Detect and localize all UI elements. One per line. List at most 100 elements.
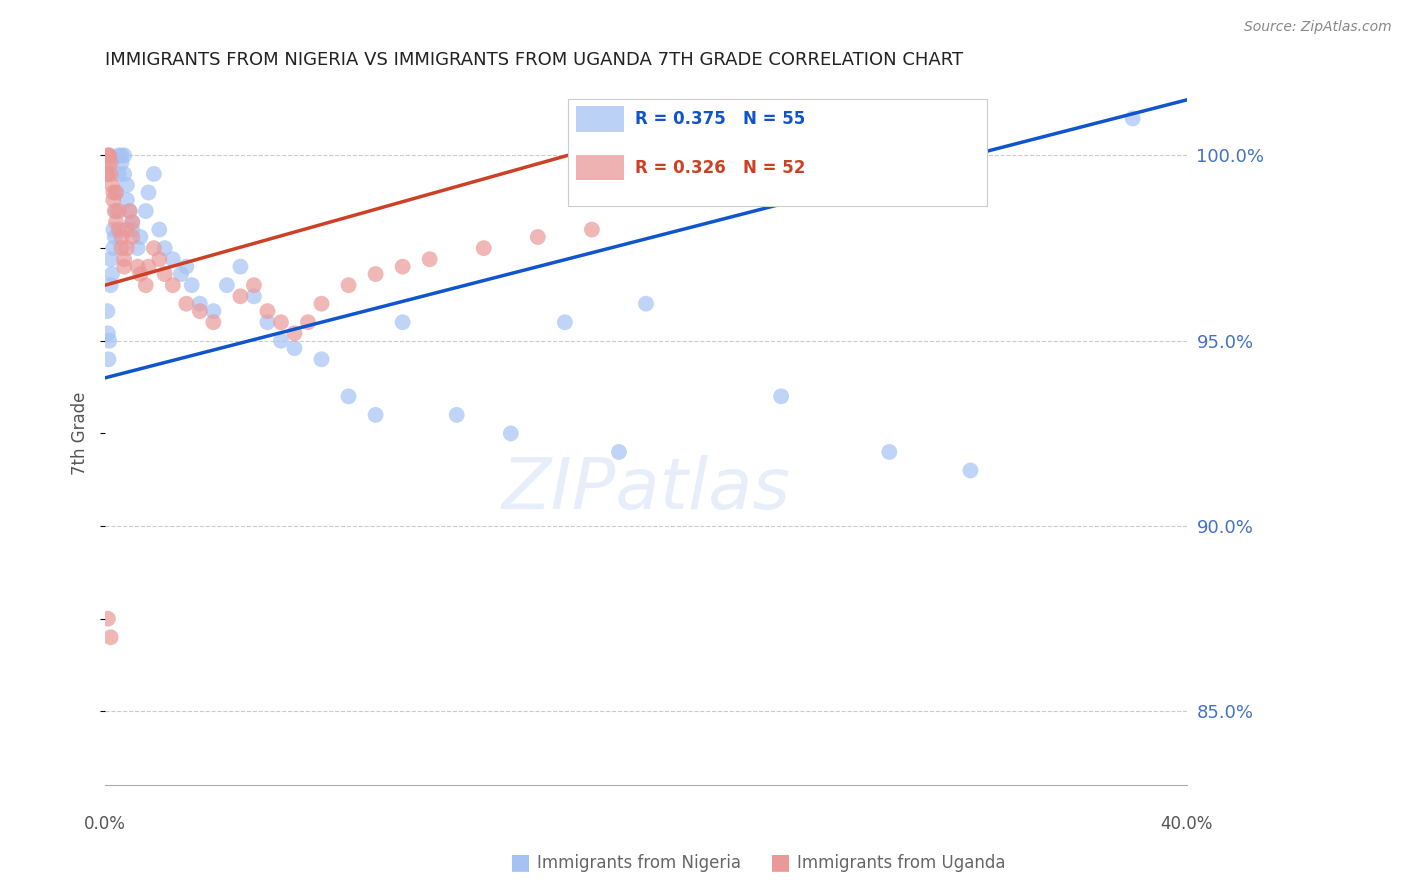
Immigrants from Nigeria: [188, 296, 211, 310]
Immigrants from Uganda: [153, 267, 176, 281]
Immigrants from Nigeria: [121, 215, 143, 229]
Immigrants from Uganda: [256, 304, 278, 318]
Immigrants from Nigeria: [100, 278, 122, 293]
Immigrants from Nigeria: [959, 463, 981, 477]
Immigrants from Nigeria: [1122, 112, 1144, 126]
Immigrants from Nigeria: [101, 267, 124, 281]
Immigrants from Uganda: [105, 186, 128, 200]
Immigrants from Nigeria: [112, 167, 135, 181]
Immigrants from Nigeria: [98, 334, 121, 348]
Immigrants from Nigeria: [112, 148, 135, 162]
Immigrants from Nigeria: [202, 304, 225, 318]
Immigrants from Uganda: [110, 230, 132, 244]
Text: Immigrants from Nigeria: Immigrants from Nigeria: [537, 855, 741, 872]
Immigrants from Uganda: [364, 267, 387, 281]
Immigrants from Nigeria: [115, 193, 138, 207]
Immigrants from Nigeria: [153, 241, 176, 255]
Immigrants from Uganda: [581, 222, 603, 236]
Immigrants from Nigeria: [176, 260, 198, 274]
Text: ■: ■: [770, 853, 790, 872]
Immigrants from Nigeria: [105, 204, 128, 219]
Text: Source: ZipAtlas.com: Source: ZipAtlas.com: [1244, 20, 1392, 34]
Immigrants from Nigeria: [554, 315, 576, 329]
Immigrants from Nigeria: [283, 341, 305, 355]
Immigrants from Uganda: [472, 241, 495, 255]
Text: Immigrants from Uganda: Immigrants from Uganda: [797, 855, 1005, 872]
Immigrants from Uganda: [100, 167, 122, 181]
Immigrants from Uganda: [162, 278, 184, 293]
Immigrants from Uganda: [103, 193, 125, 207]
Immigrants from Nigeria: [243, 289, 266, 303]
Immigrants from Uganda: [121, 215, 143, 229]
Immigrants from Nigeria: [97, 326, 120, 341]
Immigrants from Nigeria: [770, 389, 793, 403]
Immigrants from Uganda: [115, 222, 138, 236]
Immigrants from Nigeria: [391, 315, 413, 329]
Immigrants from Nigeria: [110, 148, 132, 162]
Immigrants from Nigeria: [170, 267, 193, 281]
Immigrants from Nigeria: [162, 252, 184, 267]
Immigrants from Nigeria: [107, 167, 129, 181]
Immigrants from Nigeria: [446, 408, 468, 422]
Immigrants from Uganda: [311, 296, 333, 310]
Immigrants from Nigeria: [215, 278, 238, 293]
Immigrants from Uganda: [97, 167, 120, 181]
Immigrants from Uganda: [270, 315, 292, 329]
Immigrants from Nigeria: [270, 334, 292, 348]
Immigrants from Uganda: [527, 230, 550, 244]
Text: 0.0%: 0.0%: [84, 815, 127, 833]
Y-axis label: 7th Grade: 7th Grade: [72, 392, 89, 475]
Text: R = 0.375   N = 55: R = 0.375 N = 55: [636, 111, 806, 128]
Immigrants from Nigeria: [121, 222, 143, 236]
FancyBboxPatch shape: [568, 99, 987, 206]
Immigrants from Uganda: [243, 278, 266, 293]
Immigrants from Uganda: [101, 178, 124, 193]
Immigrants from Uganda: [96, 156, 118, 170]
Immigrants from Nigeria: [499, 426, 522, 441]
Immigrants from Nigeria: [100, 252, 122, 267]
Immigrants from Nigeria: [256, 315, 278, 329]
Immigrants from Uganda: [97, 612, 120, 626]
Text: R = 0.326   N = 52: R = 0.326 N = 52: [636, 159, 806, 177]
Immigrants from Uganda: [112, 252, 135, 267]
Immigrants from Uganda: [112, 260, 135, 274]
Immigrants from Nigeria: [634, 296, 657, 310]
Immigrants from Nigeria: [96, 304, 118, 318]
Immigrants from Nigeria: [364, 408, 387, 422]
Immigrants from Uganda: [138, 260, 160, 274]
Immigrants from Uganda: [202, 315, 225, 329]
Immigrants from Nigeria: [107, 148, 129, 162]
Immigrants from Nigeria: [97, 352, 120, 367]
Immigrants from Uganda: [419, 252, 441, 267]
Immigrants from Uganda: [100, 156, 122, 170]
Text: IMMIGRANTS FROM NIGERIA VS IMMIGRANTS FROM UGANDA 7TH GRADE CORRELATION CHART: IMMIGRANTS FROM NIGERIA VS IMMIGRANTS FR…: [105, 51, 963, 69]
Immigrants from Uganda: [104, 204, 127, 219]
Immigrants from Uganda: [115, 241, 138, 255]
Immigrants from Uganda: [337, 278, 360, 293]
Immigrants from Nigeria: [180, 278, 202, 293]
Immigrants from Nigeria: [311, 352, 333, 367]
Immigrants from Nigeria: [118, 204, 141, 219]
Immigrants from Uganda: [98, 148, 121, 162]
Immigrants from Uganda: [118, 204, 141, 219]
Immigrants from Uganda: [176, 296, 198, 310]
Immigrants from Uganda: [100, 630, 122, 644]
Immigrants from Uganda: [96, 167, 118, 181]
Immigrants from Nigeria: [138, 186, 160, 200]
Immigrants from Uganda: [97, 148, 120, 162]
Immigrants from Uganda: [121, 230, 143, 244]
Immigrants from Uganda: [107, 204, 129, 219]
Immigrants from Nigeria: [229, 260, 252, 274]
Immigrants from Nigeria: [104, 230, 127, 244]
Immigrants from Uganda: [103, 186, 125, 200]
Immigrants from Uganda: [188, 304, 211, 318]
Immigrants from Uganda: [127, 260, 149, 274]
Immigrants from Nigeria: [129, 230, 152, 244]
Immigrants from Uganda: [97, 148, 120, 162]
Immigrants from Uganda: [129, 267, 152, 281]
Immigrants from Nigeria: [115, 178, 138, 193]
Immigrants from Nigeria: [142, 167, 165, 181]
Bar: [575, 106, 624, 132]
Immigrants from Nigeria: [337, 389, 360, 403]
Bar: [575, 154, 624, 180]
